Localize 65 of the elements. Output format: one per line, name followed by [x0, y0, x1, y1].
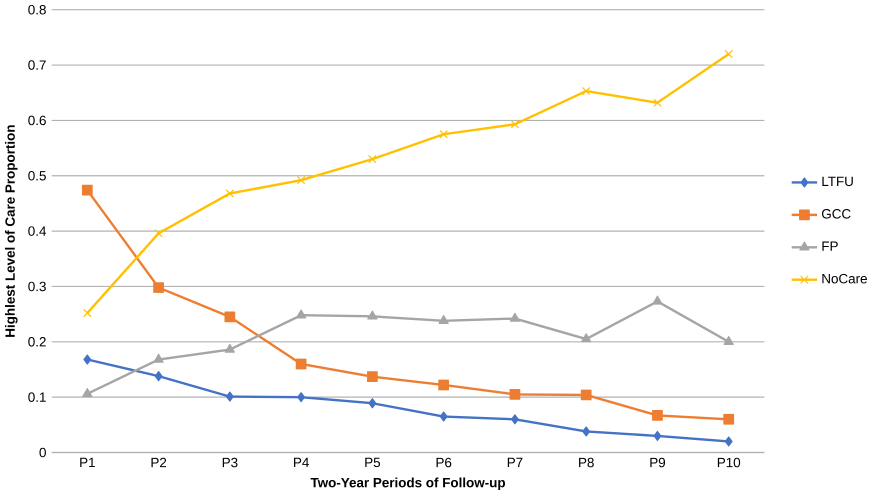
point — [723, 414, 734, 425]
legend-label: GCC — [822, 209, 851, 219]
y-tick-label: 0.6 — [28, 116, 46, 126]
point — [510, 120, 520, 129]
point — [296, 309, 306, 318]
legend-label: NoCare — [822, 274, 867, 284]
y-tick-label: 0.1 — [28, 392, 46, 402]
point — [581, 333, 592, 342]
point — [226, 392, 234, 402]
point — [439, 130, 448, 139]
point — [297, 392, 306, 402]
point — [582, 426, 590, 437]
x-tick-label: P7 — [508, 458, 522, 468]
point — [82, 388, 92, 398]
x-tick-label: P1 — [80, 458, 95, 468]
point — [224, 344, 235, 353]
point — [580, 390, 592, 400]
point — [82, 184, 93, 196]
point — [224, 312, 236, 322]
x-tick-label: P10 — [718, 458, 740, 468]
point — [653, 430, 662, 441]
point — [582, 86, 590, 96]
point — [510, 312, 520, 322]
point — [226, 189, 234, 198]
point — [296, 358, 306, 370]
y-tick-label: 0.2 — [28, 337, 46, 347]
y-tick-label: 0.4 — [28, 226, 46, 236]
x-tick-label: P5 — [365, 458, 380, 468]
point — [154, 371, 163, 382]
point — [367, 310, 378, 320]
y-tick-label: 0.7 — [28, 60, 46, 70]
y-axis-title: Highlest Level of Care Proportion — [4, 125, 18, 337]
y-tick-label: 0 — [39, 448, 46, 458]
legend-label: LTFU — [822, 176, 853, 186]
x-tick-label: P8 — [579, 458, 594, 468]
point — [296, 176, 306, 184]
point — [438, 314, 449, 324]
legend-label: FP — [822, 242, 838, 251]
point — [653, 98, 662, 107]
point — [83, 354, 92, 365]
point — [368, 398, 376, 408]
point — [368, 154, 377, 164]
y-tick-label: 0.8 — [28, 4, 46, 14]
point — [510, 414, 519, 424]
x-axis-title: Two-Year Periods of Follow-up — [310, 478, 506, 490]
point — [367, 371, 378, 382]
point — [83, 308, 92, 318]
point — [153, 282, 164, 293]
point — [440, 411, 448, 422]
point — [724, 50, 733, 58]
x-tick-label: P9 — [650, 458, 666, 468]
point — [154, 229, 163, 238]
point — [153, 354, 164, 363]
x-tick-label: P6 — [436, 458, 452, 468]
point — [724, 436, 733, 447]
point — [724, 336, 734, 346]
point — [510, 389, 520, 400]
point — [438, 380, 450, 390]
point — [652, 296, 663, 305]
x-tick-label: P4 — [294, 458, 309, 468]
point — [652, 410, 663, 421]
y-tick-label: 0.5 — [28, 171, 46, 181]
x-tick-label: P2 — [151, 458, 166, 468]
x-tick-label: P3 — [222, 458, 238, 468]
y-tick-label: 0.3 — [28, 282, 46, 292]
